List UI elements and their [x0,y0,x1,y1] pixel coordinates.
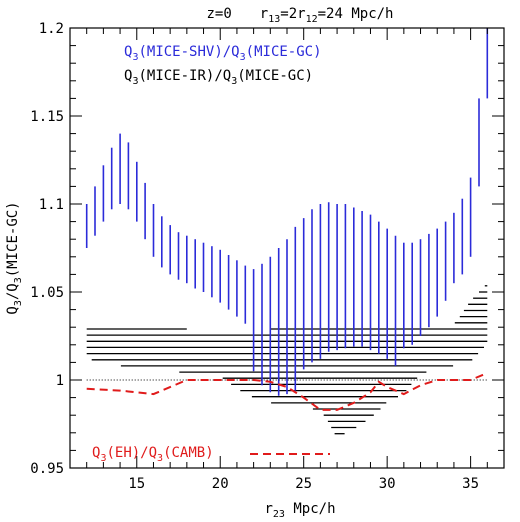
y-tick-label: 0.95 [30,461,64,477]
y-tick-label: 1.1 [39,197,64,213]
eh-ratio-line [86,372,488,411]
title-r13-sub: 13 [268,14,280,25]
y-tick-label: 1.05 [30,285,64,301]
title-redshift: z=0 [207,6,232,22]
y-tick-label: 1.15 [30,109,64,125]
chart-title: z=0 r13=2r12=24 Mpc/h [207,6,394,25]
x-tick-label: 30 [379,476,396,492]
y-tick-label: 1.2 [39,21,64,37]
legend-entry-eh: Q3(EH)/Q3(CAMB) [92,445,214,464]
x-tick-label: 20 [212,476,229,492]
x-tick-label: 25 [295,476,312,492]
plot-area: 15 20 25 30 35 0.95 1 1.05 1.1 1.15 1.2 [30,21,505,492]
x-tick-label: 15 [128,476,145,492]
y-tick-label: 1 [56,373,64,389]
legend-entry-ir: Q3(MICE-IR)/Q3(MICE-GC) [124,68,313,87]
legend-entry-shv: Q3(MICE-SHV)/Q3(MICE-GC) [124,44,322,63]
x-tick-label: 35 [462,476,479,492]
y-axis-label: Q3/Q3(MICE-GC) [5,201,24,314]
x-axis-label: r23 Mpc/h [264,501,335,520]
